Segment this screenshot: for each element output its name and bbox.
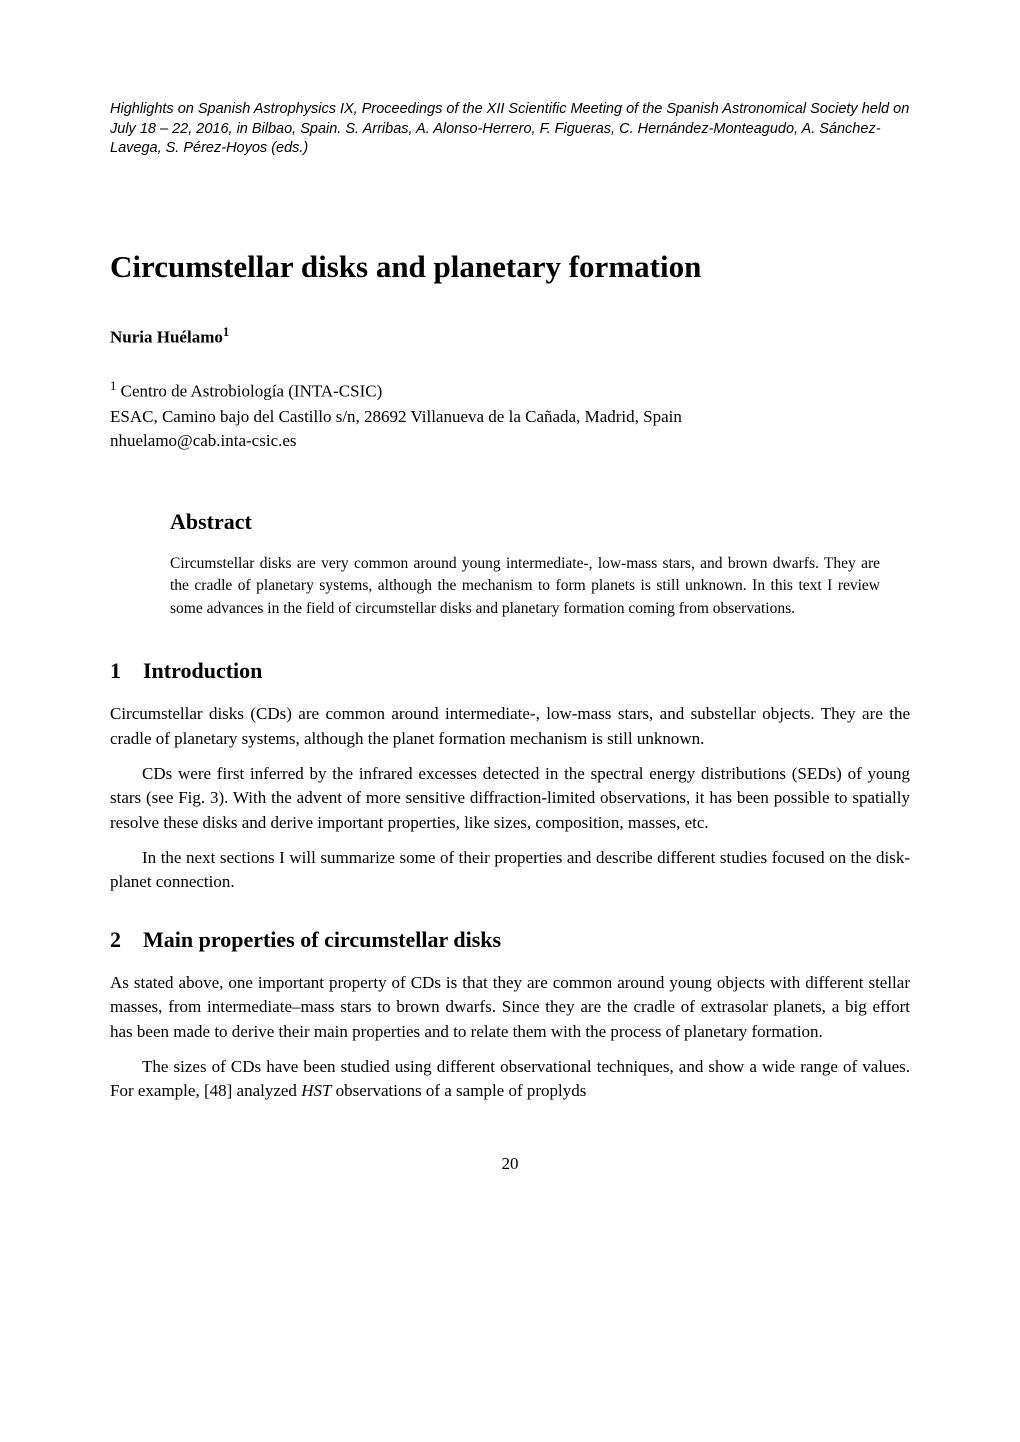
affiliation-address: ESAC, Camino bajo del Castillo s/n, 2869… (110, 407, 682, 426)
paper-title: Circumstellar disks and planetary format… (110, 249, 910, 285)
section-2-title: Main properties of circumstellar disks (143, 927, 501, 952)
section-1-para-2: CDs were first inferred by the infrared … (110, 762, 910, 836)
affiliation-email: nhuelamo@cab.inta-csic.es (110, 431, 297, 450)
affiliation-block: 1 Centro de Astrobiología (INTA-CSIC) ES… (110, 377, 910, 454)
section-2: 2Main properties of circumstellar disks … (110, 927, 910, 1104)
author-line: Nuria Huélamo1 (110, 325, 910, 348)
section-2-number: 2 (110, 927, 121, 952)
author-name: Nuria Huélamo (110, 327, 223, 346)
section-1-number: 1 (110, 658, 121, 683)
section-1-para-1: Circumstellar disks (CDs) are common aro… (110, 702, 910, 751)
section-1-para-3: In the next sections I will summarize so… (110, 846, 910, 895)
hst-italic: HST (301, 1081, 331, 1100)
abstract-heading: Abstract (170, 509, 910, 535)
section-1: 1 Introduction Circumstellar disks (CDs) … (110, 658, 910, 894)
section-1-title: Introduction (143, 658, 262, 683)
affiliation-institution: Centro de Astrobiología (INTA-CSIC) (116, 382, 382, 401)
section-2-para-2: The sizes of CDs have been studied using… (110, 1055, 910, 1104)
section-2-heading: 2 Main properties of circumstellar disks (110, 927, 910, 953)
page-number: 20 (110, 1154, 910, 1174)
proceedings-header: Highlights on Spanish Astrophysics IX, P… (110, 100, 910, 159)
author-affil-marker: 1 (223, 325, 229, 339)
section-1-heading: 1 Introduction (110, 658, 910, 684)
section-2-para-1: As stated above, one important property … (110, 971, 910, 1045)
abstract-text: Circumstellar disks are very common arou… (170, 553, 880, 620)
